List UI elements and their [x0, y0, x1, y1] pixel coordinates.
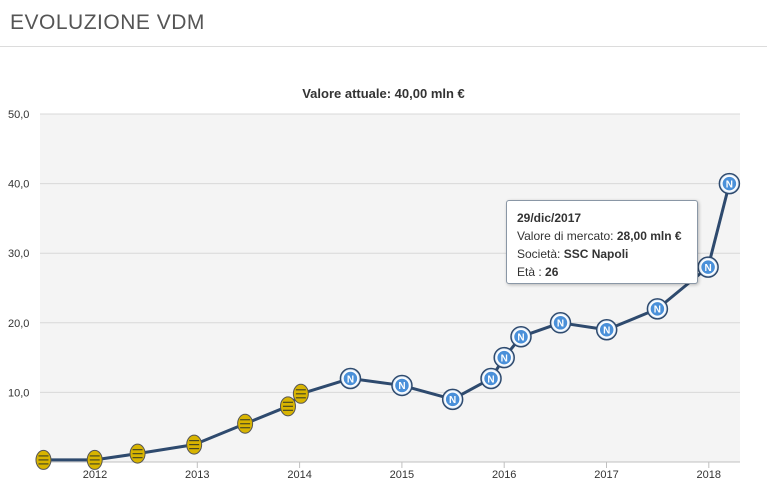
- napoli-badge-ring: [649, 300, 666, 318]
- napoli-badge-ring: [552, 314, 569, 332]
- napoli-badge-letter: N: [347, 374, 354, 385]
- napoli-badge-ring: [444, 391, 461, 408]
- tooltip-value-row: Valore di mercato: 28,00 mln €: [517, 227, 687, 245]
- napoli-badge-ring: [495, 349, 513, 366]
- napoli-badge-letter: N: [398, 381, 405, 392]
- napoli-badge-ring: [393, 377, 411, 394]
- napoli-badge-letter: N: [603, 326, 610, 337]
- plot-area: [40, 114, 740, 462]
- data-point[interactable]: [279, 396, 296, 417]
- data-point[interactable]: N: [595, 319, 618, 341]
- data-point[interactable]: [35, 449, 52, 470]
- tooltip-club: SSC Napoli: [563, 247, 629, 261]
- tooltip: 29/dic/2017 Valore di mercato: 28,00 mln…: [506, 200, 698, 284]
- x-tick-label: 2018: [697, 469, 721, 481]
- x-tick-label: 2015: [390, 469, 414, 481]
- x-tick-label: 2012: [83, 469, 107, 481]
- x-tick-label: 2013: [185, 469, 209, 481]
- y-tick-label: 20,0: [8, 318, 29, 330]
- data-point[interactable]: N: [480, 367, 502, 390]
- napoli-badge-ring: [699, 258, 717, 276]
- x-tick-label: 2016: [492, 469, 516, 481]
- napoli-badge-letter: N: [517, 333, 524, 344]
- data-point[interactable]: N: [493, 346, 515, 369]
- data-point[interactable]: [292, 383, 309, 404]
- tooltip-club-row: Società: SSC Napoli: [517, 245, 687, 263]
- data-point[interactable]: N: [697, 256, 719, 278]
- napoli-badge-letter: N: [487, 374, 494, 385]
- page-header: EVOLUZIONE VDM: [0, 0, 767, 47]
- data-point[interactable]: N: [441, 388, 464, 411]
- x-tick-label: 2014: [287, 469, 311, 481]
- tooltip-age-row: Età : 26: [517, 263, 687, 281]
- data-point[interactable]: [186, 434, 203, 455]
- y-tick-label: 10,0: [8, 387, 29, 399]
- napoli-badge-letter: N: [726, 179, 733, 190]
- napoli-badge-letter: N: [654, 305, 661, 316]
- data-point[interactable]: [129, 443, 146, 464]
- page-title: EVOLUZIONE VDM: [10, 11, 205, 34]
- tooltip-age: 26: [545, 265, 559, 279]
- y-tick-label: 50,0: [8, 109, 29, 121]
- napoli-badge-ring: [721, 175, 738, 192]
- y-tick-label: 30,0: [8, 248, 29, 260]
- data-point[interactable]: N: [391, 374, 413, 397]
- napoli-badge-ring: [598, 321, 615, 339]
- data-point[interactable]: N: [646, 298, 669, 320]
- x-tick-label: 2017: [594, 469, 618, 481]
- napoli-badge-ring: [482, 370, 500, 387]
- napoli-badge-letter: N: [704, 263, 711, 274]
- data-point[interactable]: [237, 413, 254, 434]
- tooltip-date: 29/dic/2017: [517, 211, 582, 225]
- tooltip-age-label: Età :: [517, 265, 542, 279]
- tooltip-club-label: Società:: [517, 247, 561, 261]
- data-point[interactable]: [86, 449, 103, 470]
- napoli-badge-ring: [512, 328, 530, 345]
- napoli-badge-letter: N: [557, 319, 564, 330]
- y-tick-label: 40,0: [8, 179, 29, 191]
- chart-title: Valore attuale: 40,00 mln €: [302, 86, 465, 101]
- data-point[interactable]: N: [339, 367, 362, 390]
- napoli-badge-letter: N: [449, 395, 456, 406]
- napoli-badge-letter: N: [501, 353, 508, 364]
- napoli-badge-ring: [342, 370, 359, 387]
- tooltip-value-label: Valore di mercato:: [517, 229, 614, 243]
- tooltip-value: 28,00 mln €: [616, 229, 682, 243]
- data-point[interactable]: N: [549, 312, 572, 334]
- data-point[interactable]: N: [718, 172, 741, 195]
- data-point[interactable]: N: [510, 325, 532, 348]
